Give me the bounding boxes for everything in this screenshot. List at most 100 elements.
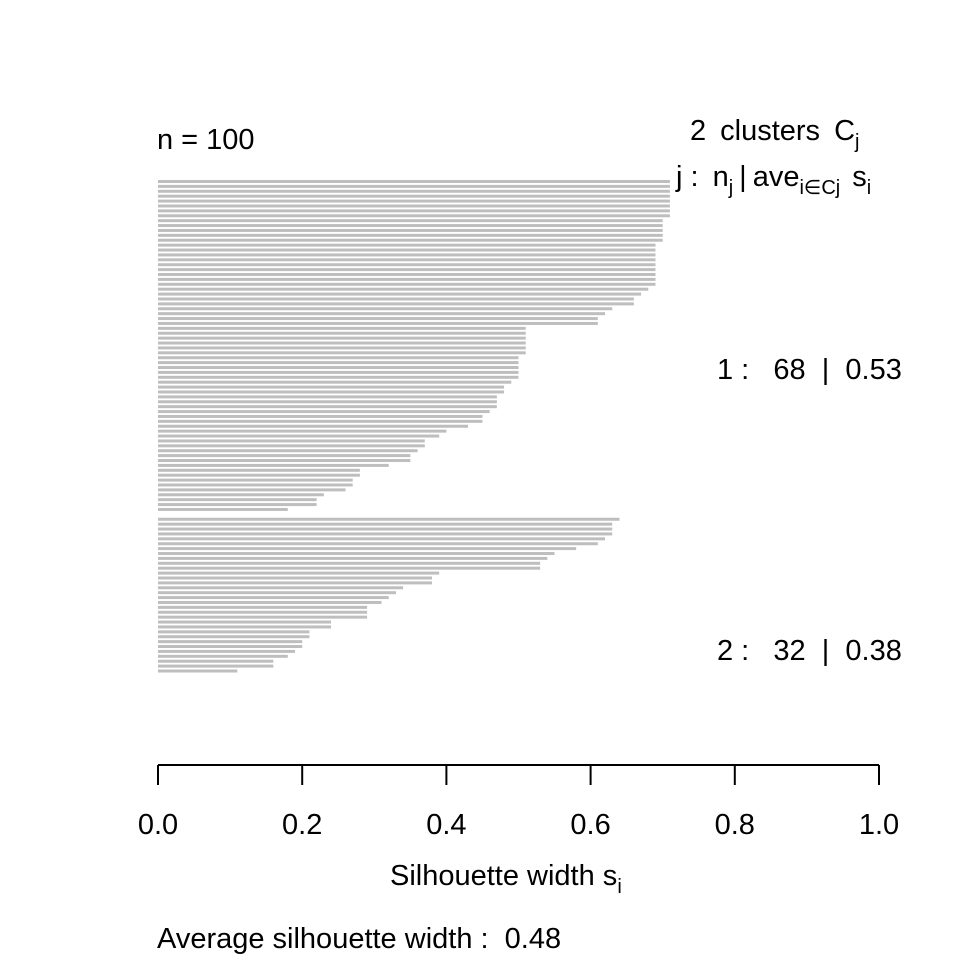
silhouette-bar-c1-54 xyxy=(158,439,425,443)
silhouette-bar-c1-61 xyxy=(158,473,360,477)
legend-clusters-header: 2 clusters Cj xyxy=(690,115,859,153)
silhouette-bar-c1-5 xyxy=(158,199,670,203)
silhouette-bar-c1-28 xyxy=(158,312,606,316)
silhouette-bar-c1-7 xyxy=(158,209,670,213)
silhouette-bar-c1-9 xyxy=(158,219,663,223)
silhouette-bar-c1-14 xyxy=(158,243,656,247)
legend-columns-header: j : nj | avei∈Cj si xyxy=(675,161,871,199)
silhouette-bar-c1-60 xyxy=(158,468,360,472)
silhouette-bar-c1-68 xyxy=(158,507,288,511)
silhouette-bar-c2-7 xyxy=(158,547,577,551)
silhouette-bar-c2-24 xyxy=(158,630,310,634)
silhouette-bar-c2-26 xyxy=(158,640,303,644)
silhouette-bar-c2-10 xyxy=(158,561,541,565)
silhouette-bar-c2-29 xyxy=(158,654,288,658)
silhouette-bar-c2-11 xyxy=(158,566,541,570)
silhouette-bar-c2-4 xyxy=(158,532,613,536)
silhouette-bar-c1-4 xyxy=(158,194,670,198)
silhouette-bar-c1-59 xyxy=(158,463,389,467)
silhouette-bar-c1-67 xyxy=(158,503,317,507)
silhouette-bar-c1-31 xyxy=(158,326,526,330)
silhouette-bar-c1-23 xyxy=(158,287,649,291)
legend-header-n-sub: j xyxy=(728,177,733,199)
silhouette-bar-c2-27 xyxy=(158,645,303,649)
x-tick-label-5: 1.0 xyxy=(859,809,899,841)
silhouette-bar-c1-29 xyxy=(158,317,598,321)
x-tick-label-0: 0.0 xyxy=(138,809,178,841)
silhouette-bar-c1-27 xyxy=(158,307,613,311)
silhouette-bar-c1-22 xyxy=(158,282,656,286)
silhouette-bar-c1-45 xyxy=(158,395,497,399)
silhouette-bar-c1-64 xyxy=(158,488,346,492)
silhouette-bar-c1-53 xyxy=(158,434,440,438)
silhouette-bar-c1-55 xyxy=(158,444,425,448)
silhouette-bar-c2-9 xyxy=(158,556,548,560)
legend-header-s: s xyxy=(852,161,867,193)
silhouette-bar-c1-20 xyxy=(158,273,656,277)
silhouette-bar-c2-13 xyxy=(158,576,432,580)
silhouette-bar-c1-11 xyxy=(158,228,663,232)
silhouette-bar-c2-32 xyxy=(158,669,238,673)
silhouette-bar-c2-19 xyxy=(158,605,368,609)
silhouette-bar-c2-20 xyxy=(158,610,368,614)
silhouette-bar-c1-8 xyxy=(158,214,670,218)
silhouette-bar-c2-14 xyxy=(158,581,432,585)
silhouette-bar-c1-19 xyxy=(158,268,656,272)
cluster-2-summary: 2 : 32 | 0.38 xyxy=(717,635,902,667)
average-silhouette-width: Average silhouette width : 0.48 xyxy=(157,923,561,955)
x-tick-label-3: 0.6 xyxy=(570,809,610,841)
silhouette-bar-c1-48 xyxy=(158,410,490,414)
legend-clusters-count: 2 xyxy=(690,115,706,147)
silhouette-bar-c2-3 xyxy=(158,527,613,531)
silhouette-bar-c2-21 xyxy=(158,615,368,619)
silhouette-bar-c2-12 xyxy=(158,571,440,575)
legend-header-s-sub: i xyxy=(867,177,871,199)
silhouette-bar-c1-24 xyxy=(158,292,642,296)
legend-header-j: j : xyxy=(675,161,699,193)
silhouette-bar-c1-2 xyxy=(158,184,670,188)
silhouette-bar-c1-41 xyxy=(158,375,519,379)
x-axis-label: Silhouette width si xyxy=(390,860,622,898)
silhouette-bar-c1-63 xyxy=(158,483,353,487)
silhouette-bar-c2-8 xyxy=(158,552,555,556)
silhouette-bar-c1-43 xyxy=(158,385,505,389)
silhouette-bar-c1-51 xyxy=(158,424,469,428)
silhouette-bar-c1-47 xyxy=(158,405,497,409)
silhouette-bar-c2-25 xyxy=(158,635,310,639)
x-tick-label-2: 0.4 xyxy=(426,809,466,841)
x-tick-label-4: 0.8 xyxy=(715,809,755,841)
bars-group xyxy=(158,180,670,673)
silhouette-bar-c1-58 xyxy=(158,459,411,463)
legend-header-n: n xyxy=(713,161,729,193)
silhouette-bar-c2-18 xyxy=(158,600,382,604)
silhouette-bar-c1-39 xyxy=(158,366,519,370)
silhouette-bar-c1-62 xyxy=(158,478,353,482)
silhouette-bar-c1-30 xyxy=(158,321,598,325)
silhouette-bar-c1-42 xyxy=(158,380,512,384)
silhouette-bar-c1-21 xyxy=(158,277,656,281)
silhouette-bar-c1-3 xyxy=(158,189,670,193)
silhouette-bar-c1-25 xyxy=(158,297,634,301)
silhouette-bar-c1-65 xyxy=(158,493,324,497)
silhouette-bar-c1-10 xyxy=(158,224,663,228)
silhouette-bar-c1-36 xyxy=(158,351,526,355)
silhouette-bar-c2-31 xyxy=(158,664,274,668)
silhouette-bar-c1-38 xyxy=(158,361,519,365)
x-tick-label-1: 0.2 xyxy=(282,809,322,841)
legend-clusters-symbol-sub: j xyxy=(854,131,859,153)
silhouette-bar-c1-17 xyxy=(158,258,656,262)
silhouette-bar-c2-17 xyxy=(158,596,389,600)
x-axis-label-sub: i xyxy=(617,876,621,898)
silhouette-bar-c2-23 xyxy=(158,625,332,629)
x-axis-label-text: Silhouette width s xyxy=(390,860,617,892)
silhouette-bar-c1-18 xyxy=(158,263,656,267)
silhouette-bar-c1-34 xyxy=(158,341,526,345)
legend-header-ave: ave xyxy=(753,161,800,193)
silhouette-bar-c2-2 xyxy=(158,522,613,526)
silhouette-bar-c1-16 xyxy=(158,253,656,257)
legend-header-ave-sub: i∈Cj xyxy=(799,177,840,199)
silhouette-bar-c1-46 xyxy=(158,400,497,404)
silhouette-bar-c1-49 xyxy=(158,414,483,418)
silhouette-bar-c2-16 xyxy=(158,591,396,595)
